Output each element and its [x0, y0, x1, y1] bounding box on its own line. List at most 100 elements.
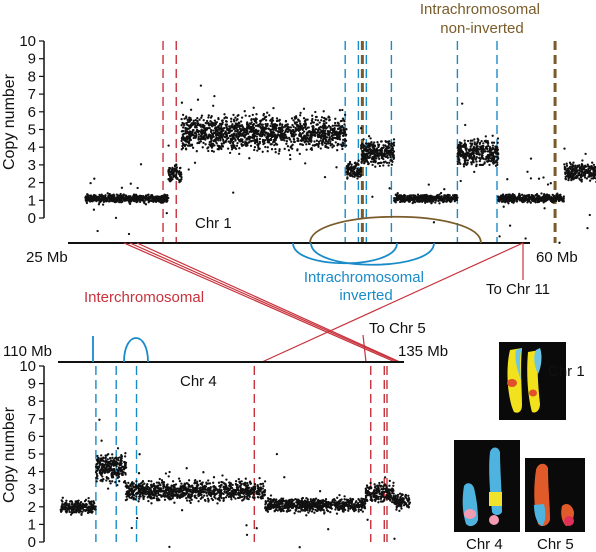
data-point	[102, 456, 105, 459]
data-point	[337, 143, 340, 146]
data-point	[581, 159, 584, 162]
data-point	[180, 101, 184, 104]
data-point	[77, 504, 80, 507]
data-point	[186, 144, 190, 147]
data-point	[542, 197, 546, 200]
data-point	[540, 192, 543, 195]
data-point	[111, 453, 114, 456]
data-point	[222, 139, 225, 143]
data-point	[93, 198, 96, 202]
data-point	[202, 135, 205, 138]
data-point	[96, 456, 100, 460]
data-point	[144, 203, 148, 206]
y-tick-label: 10	[19, 358, 36, 375]
data-point	[245, 141, 248, 145]
data-point	[250, 121, 253, 124]
data-point	[189, 108, 193, 111]
data-point	[235, 132, 238, 136]
data-point	[319, 139, 322, 142]
data-point	[565, 175, 569, 178]
data-point	[235, 144, 239, 147]
data-point	[250, 139, 253, 143]
data-point	[322, 122, 325, 126]
data-point	[436, 196, 440, 200]
data-point	[588, 179, 592, 182]
data-point	[512, 198, 515, 201]
data-point	[212, 122, 216, 125]
data-point	[106, 192, 109, 195]
data-point	[303, 123, 307, 127]
data-point	[391, 145, 394, 148]
data-point	[274, 151, 277, 154]
data-point	[63, 508, 66, 511]
data-point	[369, 137, 372, 140]
data-point	[255, 138, 259, 141]
data-point	[310, 133, 314, 136]
data-point	[392, 157, 395, 161]
data-point	[479, 148, 482, 151]
data-point	[588, 213, 591, 217]
data-point	[364, 155, 367, 159]
data-point	[200, 114, 204, 117]
data-point	[115, 473, 119, 476]
data-point	[492, 141, 496, 144]
data-point	[384, 149, 387, 152]
data-point	[380, 148, 383, 151]
data-point	[239, 120, 243, 123]
data-point	[366, 155, 370, 158]
chr1-end-label: 60 Mb	[536, 249, 578, 266]
data-point	[84, 503, 88, 506]
data-point	[89, 181, 92, 185]
data-point	[184, 143, 188, 146]
data-point	[253, 138, 256, 141]
data-point	[283, 147, 286, 151]
data-point	[231, 134, 235, 137]
data-point	[255, 117, 258, 121]
data-point	[203, 125, 206, 129]
data-point	[113, 194, 116, 198]
data-point	[296, 148, 299, 151]
data-point	[270, 120, 274, 124]
data-point	[378, 164, 382, 168]
data-point	[324, 126, 327, 130]
data-point	[299, 114, 302, 117]
data-point	[170, 168, 174, 172]
data-point	[577, 172, 580, 175]
data-point	[343, 128, 346, 131]
data-point	[151, 198, 154, 201]
data-point	[393, 197, 396, 200]
data-point	[401, 198, 404, 202]
data-point	[325, 121, 328, 125]
data-point	[240, 124, 244, 127]
data-point	[580, 178, 583, 181]
data-point	[234, 122, 238, 125]
data-point	[536, 200, 539, 204]
data-point	[338, 109, 342, 112]
data-point	[278, 149, 281, 153]
data-point	[147, 193, 150, 196]
data-point	[213, 144, 216, 147]
data-point	[430, 195, 434, 198]
data-point	[320, 142, 324, 145]
data-point	[90, 198, 94, 201]
data-point	[458, 148, 461, 151]
data-point	[369, 160, 373, 163]
data-point	[581, 165, 584, 168]
data-point	[68, 510, 71, 514]
data-point	[533, 197, 536, 201]
data-point	[270, 122, 273, 125]
data-point	[477, 151, 480, 154]
data-point	[315, 139, 319, 142]
data-point	[327, 124, 331, 128]
data-point	[119, 192, 122, 196]
data-point	[188, 116, 191, 119]
data-point	[162, 200, 165, 203]
data-point	[479, 163, 482, 167]
data-point	[87, 500, 90, 503]
inverted-annotation: Intrachromosomal inverted	[304, 269, 428, 304]
data-point	[460, 145, 463, 148]
data-point	[134, 193, 138, 196]
data-point	[113, 472, 116, 476]
data-point	[263, 126, 266, 129]
data-point	[311, 114, 314, 117]
